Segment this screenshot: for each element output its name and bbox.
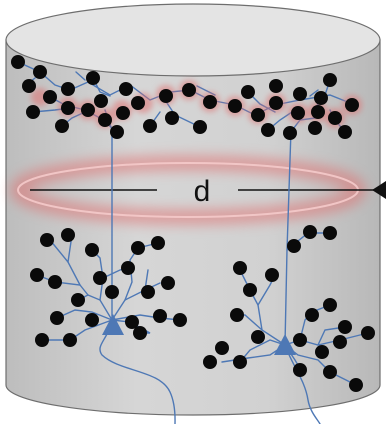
diameter-label: d xyxy=(194,175,211,208)
left-neuron-soma-icon xyxy=(102,314,124,335)
diameter-indicator: d xyxy=(30,175,386,208)
neuron-dots xyxy=(11,55,375,392)
arrowhead-icon xyxy=(372,181,386,199)
cylinder-top xyxy=(5,3,381,77)
right-neuron-soma-icon xyxy=(274,334,296,355)
